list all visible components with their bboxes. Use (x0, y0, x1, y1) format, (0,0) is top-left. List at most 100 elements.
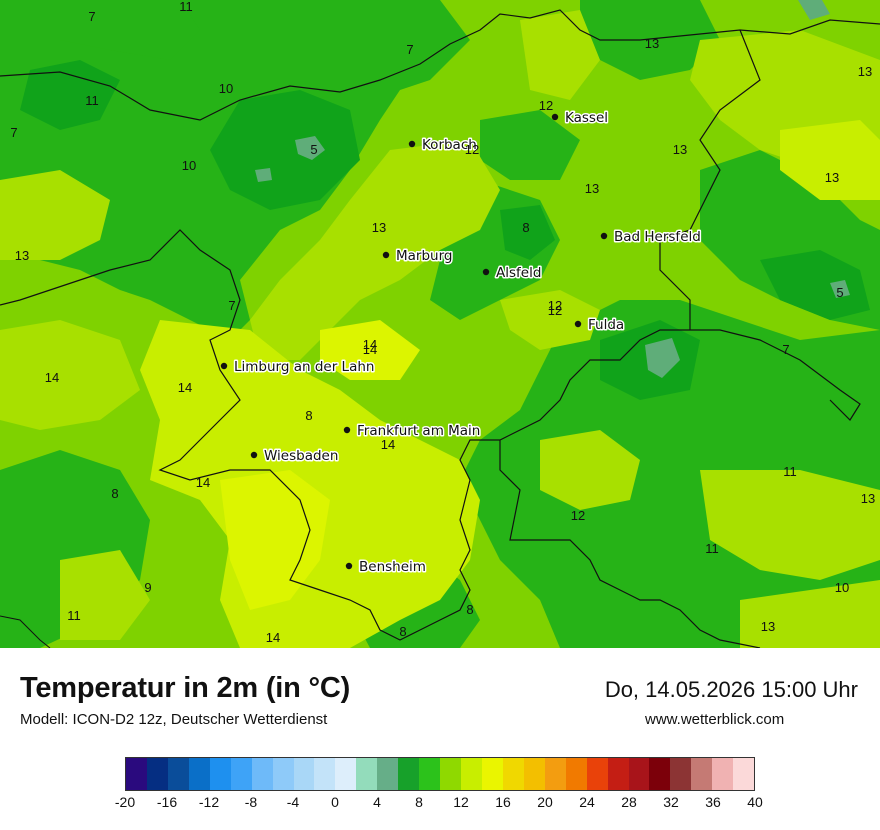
city-label: Bad Hersfeld (614, 229, 701, 245)
legend-tick-label: 8 (415, 794, 423, 810)
city-dot (482, 268, 490, 276)
legend-swatch (146, 758, 168, 790)
temperature-value-label: 10 (835, 580, 849, 595)
legend-swatch (440, 758, 461, 790)
legend-swatch (293, 758, 315, 790)
county-border (0, 615, 51, 648)
temperature-value-label: 8 (466, 602, 473, 617)
temperature-value-label: 8 (399, 624, 406, 639)
legend-ticks: -20 -16 -12 -8 -4 0 4 8 12 16 20 24 28 32 36 40 (115, 794, 763, 814)
forecast-datetime: Do, 14.05.2026 15:00 Uhr (604, 677, 858, 702)
legend-swatch (544, 758, 566, 790)
temperature-value-label: 13 (673, 142, 687, 157)
temperature-value-label: 11 (705, 541, 719, 556)
map-title: Temperatur in 2m (in °C) (20, 672, 351, 704)
legend-tick-label: 4 (373, 794, 381, 810)
city-label: Alsfeld (496, 265, 541, 281)
city-dot (574, 320, 582, 328)
legend-swatch (712, 758, 734, 790)
temperature-value-label: 13 (585, 181, 599, 196)
temperature-value-label: 13 (761, 619, 775, 634)
legend-swatch (272, 758, 294, 790)
temperature-value-label: 13 (825, 170, 839, 185)
temperature-map[interactable]: Kassel 12 Korbach 12 Bad Hersfeld Marburg 13 Al… (0, 0, 880, 648)
legend-tick-label: 32 (663, 794, 679, 810)
legend-swatch (565, 758, 587, 790)
temperature-value-label: 7 (228, 298, 235, 313)
city-value-label: 12 (539, 98, 553, 113)
city-dot (220, 362, 228, 370)
city-label: Fulda (588, 317, 624, 333)
temperature-value-label: 14 (363, 342, 377, 357)
legend-swatch (502, 758, 524, 790)
city-dot (408, 140, 416, 148)
legend-swatch (314, 758, 336, 790)
city-label: Frankfurt am Main (357, 423, 480, 439)
city-value-label: 13 (372, 220, 386, 235)
temperature-value-label: 7 (10, 125, 17, 140)
temperature-value-label: 11 (179, 0, 193, 14)
temperature-value-label: 14 (178, 380, 192, 395)
city-dot (600, 232, 608, 240)
legend-swatch (335, 758, 357, 790)
legend-swatch (586, 758, 608, 790)
temperature-value-label: 14 (45, 370, 59, 385)
legend-tick-label: 28 (621, 794, 637, 810)
temperature-value-label: 5 (310, 142, 317, 157)
temperature-value-label: 5 (836, 285, 843, 300)
legend-tick-label: -4 (286, 794, 300, 810)
legend-swatch (691, 758, 713, 790)
state-border (0, 9, 880, 648)
temperature-value-label: 12 (571, 508, 585, 523)
temperature-value-label: 13 (861, 491, 875, 506)
city-value-label: 12 (465, 142, 479, 157)
legend-swatch (649, 758, 671, 790)
city-dot (551, 113, 559, 121)
color-scale-legend (125, 757, 755, 791)
legend-tick-label: -8 (244, 794, 258, 810)
city-value-label: 14 (381, 437, 395, 452)
legend-tick-label: -20 (114, 794, 136, 810)
model-source: Modell: ICON-D2 12z, Deutscher Wetterdie… (20, 711, 328, 728)
temperature-value-label: 8 (305, 408, 312, 423)
city-value-label: 14 (196, 475, 210, 490)
city-value-label: 12 (548, 298, 562, 313)
website-link[interactable]: www.wetterblick.com (645, 711, 785, 728)
city-dot (345, 562, 353, 570)
city-dot (382, 251, 390, 259)
city-label: Kassel (565, 110, 608, 126)
city-label: Korbach (422, 137, 477, 153)
legend-swatch (398, 758, 420, 790)
legend-swatch (523, 758, 545, 790)
temperature-value-label: 7 (88, 9, 95, 24)
temperature-value-label: 12 (548, 303, 562, 318)
temperature-value-label: 7 (406, 42, 413, 57)
legend-tick-label: -12 (198, 794, 220, 810)
legend-swatch (126, 758, 147, 790)
legend-swatch (461, 758, 482, 790)
city-value-label: 14 (363, 337, 377, 352)
footer: Temperatur in 2m (in °C) Modell: ICON-D2… (0, 648, 880, 830)
legend-swatch (188, 758, 210, 790)
city-dot (343, 426, 351, 434)
temperature-value-label: 8 (111, 486, 118, 501)
legend-swatch (607, 758, 629, 790)
legend-tick-label: 12 (453, 794, 469, 810)
temperature-value-label: 11 (67, 608, 81, 623)
legend-swatch (167, 758, 189, 790)
warm-zones (0, 10, 880, 648)
temperature-value-label: 10 (219, 81, 233, 96)
legend-tick-label: 40 (747, 794, 763, 810)
city-label: Limburg an der Lahn (234, 359, 374, 375)
temperature-value-label: 11 (85, 93, 99, 108)
legend-tick-label: 0 (331, 794, 339, 810)
cold-spots (255, 0, 850, 378)
legend-swatch (733, 758, 755, 790)
legend-swatch (356, 758, 378, 790)
legend-swatch (251, 758, 273, 790)
legend-swatch (377, 758, 399, 790)
legend-swatch (419, 758, 441, 790)
